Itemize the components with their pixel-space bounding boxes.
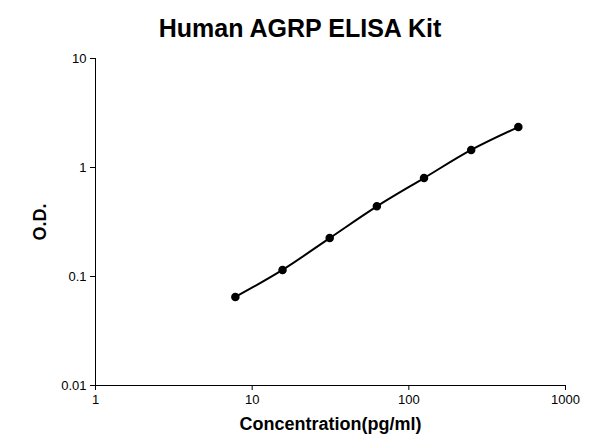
svg-text:0.01: 0.01	[61, 378, 86, 393]
html-text:Human AGRP ELISA Kit: Human AGRP ELISA Kit	[158, 14, 442, 42]
svg-text:1000: 1000	[551, 392, 580, 407]
svg-text:100: 100	[398, 392, 420, 407]
svg-text:10: 10	[72, 51, 86, 66]
svg-text:10: 10	[245, 392, 259, 407]
svg-text:Concentration(pg/ml): Concentration(pg/ml)	[240, 414, 422, 434]
svg-text:O.D.: O.D.	[30, 203, 50, 240]
svg-text:1: 1	[92, 392, 99, 407]
svg-text:1: 1	[79, 160, 86, 175]
svg-text:0.1: 0.1	[68, 269, 86, 284]
